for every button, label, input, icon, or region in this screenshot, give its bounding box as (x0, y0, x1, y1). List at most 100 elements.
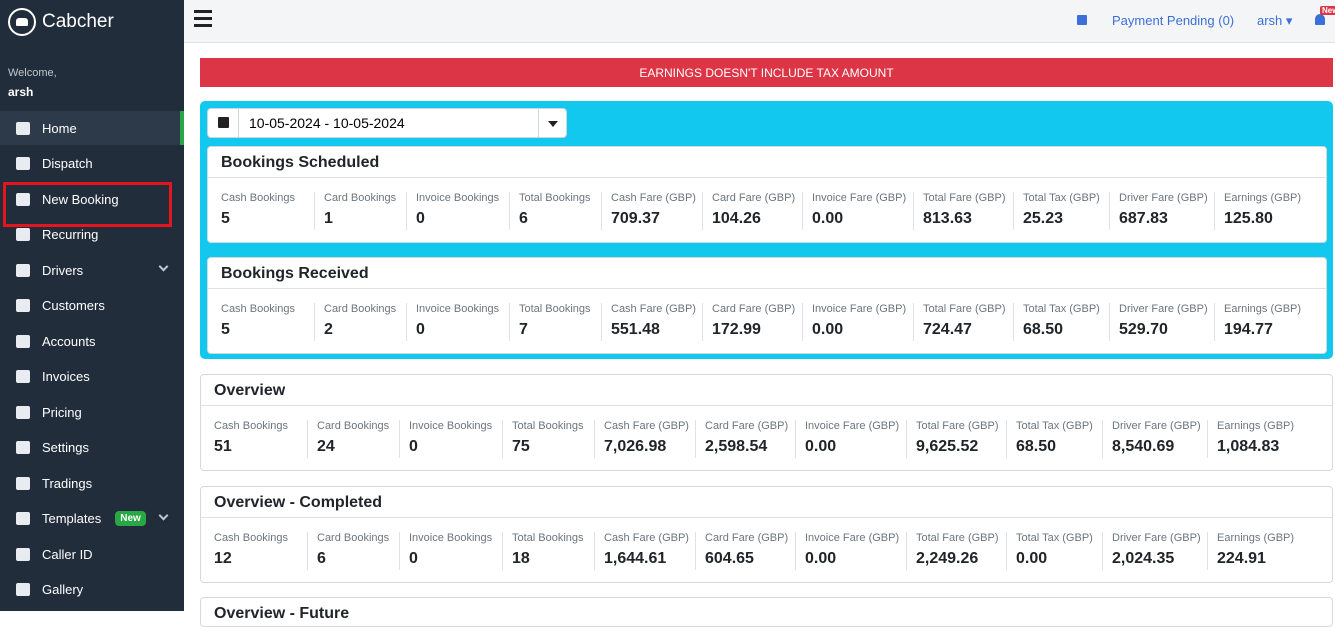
stat-value: 172.99 (712, 321, 761, 338)
brand[interactable]: Cabcher (8, 8, 114, 36)
nav-icon (16, 547, 30, 561)
stat: Total Tax (GBP) 68.50 (1006, 420, 1102, 458)
stat-label: Earnings (GBP) (1224, 192, 1302, 204)
stat-value: 813.63 (923, 210, 972, 227)
user-menu[interactable]: arsh ▾ (1257, 13, 1293, 28)
nav-label: Caller ID (42, 546, 93, 562)
stat-value: 68.50 (1016, 438, 1057, 455)
stat-value: 125.80 (1224, 210, 1273, 227)
card-title: Overview (201, 375, 1332, 406)
stat-value: 0.00 (812, 321, 844, 338)
chevron[interactable] (158, 261, 169, 272)
nav-icon (16, 441, 30, 454)
nav-item[interactable]: Gallery (0, 573, 184, 607)
nav-item[interactable]: New Booking (0, 182, 184, 216)
stat: Card Fare (GBP) 2,598.54 (695, 420, 795, 458)
nav-label: Gallery (42, 582, 84, 597)
stats-card: Bookings Scheduled Cash Bookings 5 Card Boo… (207, 146, 1327, 243)
stat-value: 194.77 (1224, 321, 1273, 338)
stat-label: Cash Fare (GBP) (604, 532, 689, 544)
stat-label: Total Bookings (519, 303, 591, 315)
nav-item[interactable]: Pricing (0, 395, 184, 429)
nav-item[interactable]: Settings (0, 431, 184, 465)
stat-value: 24 (317, 438, 335, 455)
nav-icon (16, 476, 30, 490)
nav-item[interactable]: Caller ID (0, 537, 184, 571)
stat-value: 104.26 (712, 210, 761, 227)
stat-label: Card Bookings (317, 420, 390, 432)
stat: Cash Fare (GBP) 7,026.98 (594, 420, 695, 458)
stats-row: Cash Bookings 5 Card Bookings 2 Invoice Book… (208, 289, 1326, 341)
stat-value: 709.37 (611, 210, 660, 227)
nav-label: Settings (42, 440, 89, 455)
stat-label: Cash Fare (GBP) (604, 420, 689, 432)
chevron[interactable] (158, 510, 169, 520)
nav-item[interactable]: Dispatch (0, 147, 184, 181)
nav-item[interactable]: Drivers (0, 253, 184, 287)
calendar-icon[interactable] (1077, 15, 1087, 25)
nav-icon (16, 583, 30, 596)
stat-label: Cash Bookings (221, 192, 295, 204)
stat-label: Invoice Fare (GBP) (812, 192, 907, 204)
nav-item[interactable]: Home (0, 111, 184, 145)
stat-label: Total Bookings (512, 532, 584, 544)
nav-item[interactable]: Customers (0, 289, 184, 323)
stat: Total Fare (GBP) 2,249.26 (906, 532, 1006, 570)
sidebar: Cabcher Welcome, arsh Home Dispatch New Bo… (0, 0, 184, 611)
stat: Driver Fare (GBP) 8,540.69 (1102, 420, 1207, 458)
stat: Card Bookings 1 (314, 192, 406, 230)
stat: Cash Fare (GBP) 551.48 (601, 303, 702, 341)
stat-value: 0 (416, 321, 425, 338)
card-title: Overview - Future (201, 598, 1332, 626)
dropdown[interactable] (538, 109, 566, 137)
menu-toggle[interactable] (194, 10, 212, 13)
stat-label: Cash Bookings (214, 420, 288, 432)
stat: Cash Bookings 5 (221, 303, 314, 341)
stat-value: 604.65 (705, 550, 754, 567)
stat: Card Fare (GBP) 104.26 (702, 192, 802, 230)
stat: Driver Fare (GBP) 529.70 (1109, 303, 1214, 341)
nav-item[interactable]: Tradings (0, 466, 184, 500)
stat: Total Bookings 18 (502, 532, 594, 570)
stat-value: 25.23 (1023, 210, 1064, 227)
stat-label: Total Tax (GBP) (1023, 303, 1100, 315)
payment-pending[interactable]: Payment Pending (0) (1112, 13, 1235, 28)
stats-card: Overview - Future (200, 597, 1333, 627)
bell[interactable] (1315, 14, 1325, 25)
stat-label: Driver Fare (GBP) (1119, 192, 1208, 204)
stat-label: Total Fare (GBP) (923, 192, 1006, 204)
nav-icon (16, 263, 30, 277)
stat-value: 2,024.35 (1112, 550, 1175, 567)
nav-icon (16, 192, 30, 206)
nav-label: Templates (42, 511, 102, 526)
stat-label: Cash Fare (GBP) (611, 192, 696, 204)
stat-value: 5 (221, 210, 230, 227)
stat-label: Earnings (GBP) (1224, 303, 1302, 315)
stat-label: Total Bookings (512, 420, 584, 432)
nav-item[interactable]: Recurring (0, 218, 184, 252)
nav-label: Recurring (42, 227, 99, 242)
stat-label: Cash Bookings (221, 303, 295, 315)
stat-value: 2 (324, 321, 333, 338)
stat-label: Invoice Bookings (409, 420, 493, 432)
stat-label: Driver Fare (GBP) (1119, 303, 1208, 315)
stat-label: Invoice Fare (GBP) (805, 420, 900, 432)
stat-label: Card Fare (GBP) (712, 192, 796, 204)
nav-item[interactable]: Accounts (0, 324, 184, 358)
stat-value: 7,026.98 (604, 438, 667, 455)
stat: Cash Bookings 5 (221, 192, 314, 230)
date-picker[interactable]: 10-05-2024 - 10-05-2024 (207, 108, 567, 138)
stat-label: Cash Fare (GBP) (611, 303, 696, 315)
brand-name: Cabcher (42, 11, 114, 32)
nav-icon (16, 228, 30, 241)
nav-label: Tradings (42, 475, 93, 491)
nav-item[interactable]: Templates New (0, 502, 184, 536)
stat-label: Card Fare (GBP) (705, 420, 789, 432)
stat: Invoice Bookings 0 (406, 303, 509, 341)
stat-value: 1 (324, 210, 333, 227)
stat-label: Total Fare (GBP) (916, 420, 999, 432)
nav-item[interactable]: Invoices (0, 360, 184, 394)
stat-value: 687.83 (1119, 210, 1168, 227)
stat-value: 9,625.52 (916, 438, 979, 455)
